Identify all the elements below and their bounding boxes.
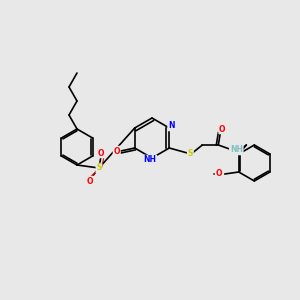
Text: O: O: [215, 169, 222, 178]
Text: O: O: [87, 176, 93, 185]
Text: NH: NH: [230, 146, 243, 154]
Text: NH: NH: [143, 155, 157, 164]
Text: O: O: [98, 148, 104, 158]
Text: O: O: [113, 146, 120, 155]
Text: N: N: [168, 122, 175, 130]
Text: S: S: [188, 148, 193, 158]
Text: S: S: [96, 164, 102, 172]
Text: O: O: [219, 124, 226, 134]
